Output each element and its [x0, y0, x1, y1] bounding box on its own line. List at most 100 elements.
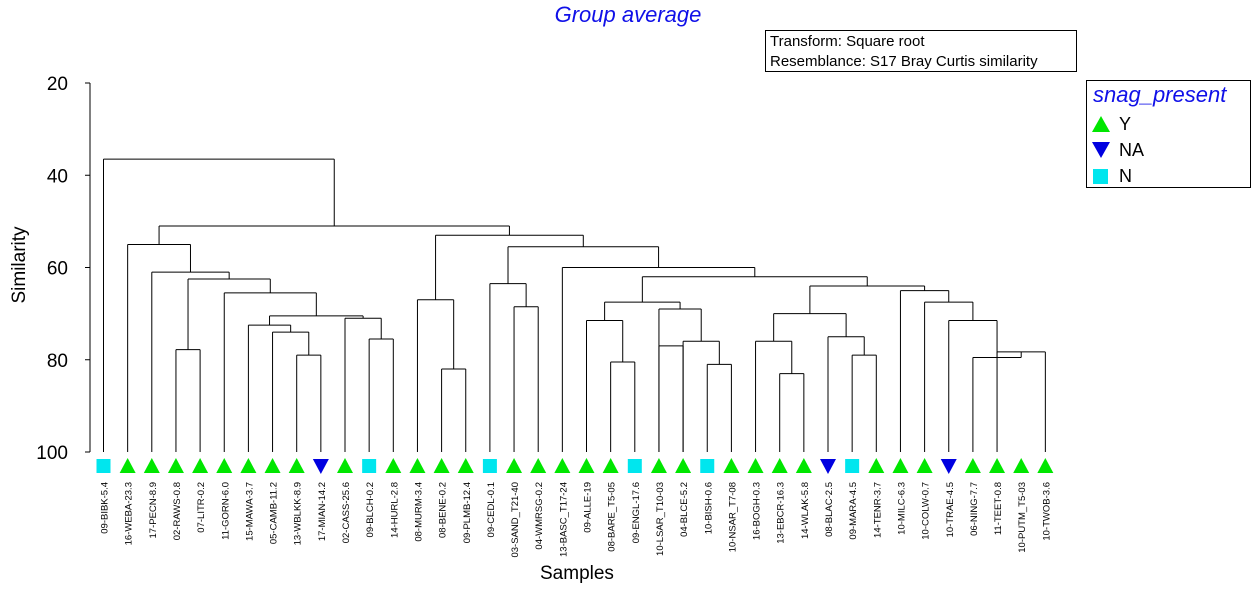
marker-triangle-up-icon — [240, 458, 257, 473]
sample-label: 15-MAWA-3.7 — [244, 482, 255, 541]
sample-label: 10-TRAE-4.5 — [945, 482, 956, 537]
y-axis: 20 40 60 80 100 — [36, 74, 91, 464]
marker-triangle-up-icon — [1013, 458, 1030, 473]
sample-label: 10-NSAR_T7-08 — [727, 482, 738, 552]
y-tick-label: 100 — [36, 443, 68, 464]
marker-triangle-up-icon — [964, 458, 981, 473]
marker-square-icon — [362, 459, 377, 473]
sample-label: 14-WLAK-5.8 — [800, 482, 811, 539]
sample-label: 08-BARE_T5-05 — [607, 482, 618, 552]
sample-labels: 09-BIBK-5.4 16-WEBA-23.3 17-PECN-8.9 02-RAW… — [100, 482, 1053, 558]
info-box: Transform: Square root Resemblance: S17 … — [765, 30, 1077, 72]
sample-label: 13-BASC_T17-24 — [558, 482, 569, 557]
sample-label: 08-BLAC-2.5 — [824, 482, 835, 537]
marker-square-icon — [482, 459, 497, 473]
marker-triangle-up-icon — [119, 458, 136, 473]
legend-item-na: NA — [1091, 139, 1241, 163]
marker-triangle-up-icon — [192, 458, 209, 473]
marker-triangle-up-icon — [216, 458, 233, 473]
sample-label: 17-MIAN-14.2 — [317, 482, 328, 541]
sample-label: 09-ALLE-19 — [583, 482, 594, 533]
marker-triangle-up-icon — [264, 458, 281, 473]
sample-label: 10-PUTM_T5-03 — [1017, 482, 1028, 553]
sample-label: 05-CAMB-11.2 — [269, 482, 280, 544]
marker-triangle-up-icon — [989, 458, 1006, 473]
marker-square-icon — [627, 459, 642, 473]
marker-triangle-up-icon — [554, 458, 571, 473]
sample-label: 09-BIBK-5.4 — [100, 482, 111, 534]
sample-label: 09-PLMB-12.4 — [462, 482, 473, 543]
marker-triangle-up-icon — [506, 458, 523, 473]
marker-square-icon — [700, 459, 715, 473]
legend-label-y: Y — [1119, 114, 1132, 134]
sample-label: 14-TENR-3.7 — [872, 482, 883, 538]
sample-label: 04-BLCE-5.2 — [679, 482, 690, 537]
triangle-down-icon — [1092, 142, 1110, 158]
sample-label: 16-BOGH-0.3 — [752, 482, 763, 540]
marker-triangle-up-icon — [578, 458, 595, 473]
sample-label: 04-WMRSG-0.2 — [534, 482, 545, 550]
legend-title: snag_present — [1093, 82, 1227, 107]
marker-triangle-up-icon — [167, 458, 184, 473]
marker-square-icon — [845, 459, 860, 473]
marker-triangle-up-icon — [723, 458, 740, 473]
sample-label: 08-BENE-0.2 — [438, 482, 449, 538]
marker-triangle-up-icon — [795, 458, 812, 473]
sample-label: 06-NING-7.7 — [969, 482, 980, 536]
sample-label: 11-GORN-6.0 — [220, 482, 231, 540]
marker-triangle-up-icon — [771, 458, 788, 473]
marker-triangle-down-icon — [312, 459, 329, 474]
marker-triangle-up-icon — [675, 458, 692, 473]
sample-label: 02-RAWS-0.8 — [172, 482, 183, 540]
y-axis-label-text: Similarity — [9, 226, 30, 304]
y-tick-label: 80 — [47, 351, 68, 372]
sample-markers — [96, 458, 1054, 474]
dendrogram-tree — [103, 158, 1046, 452]
chart-title: Group average — [554, 2, 702, 27]
triangle-up-icon — [1092, 116, 1110, 132]
legend: snag_present Y NA N — [1086, 80, 1251, 188]
legend-label-na: NA — [1119, 140, 1145, 160]
y-tick-label: 60 — [47, 259, 68, 280]
marker-triangle-up-icon — [916, 458, 933, 473]
sample-label: 10-LSAR_T10-03 — [655, 482, 666, 556]
marker-triangle-up-icon — [650, 458, 667, 473]
marker-triangle-up-icon — [892, 458, 909, 473]
resemblance-text: Resemblance: S17 Bray Curtis similarity — [770, 53, 1038, 70]
marker-triangle-up-icon — [433, 458, 450, 473]
marker-triangle-up-icon — [1037, 458, 1054, 473]
y-tick-label: 20 — [47, 74, 68, 95]
sample-label: 09-ENGL-17.6 — [631, 482, 642, 543]
sample-label: 10-COLW-0.7 — [921, 482, 932, 540]
sample-label: 02-CASS-25.6 — [341, 482, 352, 543]
sample-label: 03-SAND_T21-40 — [510, 482, 521, 558]
sample-label: 10-MILC-6.3 — [896, 482, 907, 535]
y-axis-label: Similarity — [0, 220, 40, 310]
sample-label: 07-LITR-0.2 — [196, 482, 207, 533]
sample-label: 09-BLCH-0.2 — [365, 482, 376, 537]
legend-item-y: Y — [1091, 113, 1241, 137]
x-axis-label: Samples — [540, 563, 614, 584]
marker-triangle-up-icon — [288, 458, 305, 473]
marker-triangle-down-icon — [820, 459, 836, 474]
sample-label: 09-CEDL-0.1 — [486, 482, 497, 537]
marker-triangle-up-icon — [457, 458, 474, 473]
marker-triangle-up-icon — [868, 458, 885, 473]
square-icon — [1093, 169, 1108, 184]
sample-label: 09-MARA-4.5 — [848, 482, 859, 540]
sample-label: 11-TEET-0.8 — [993, 482, 1004, 535]
sample-label: 13-WBLKK-8.9 — [293, 482, 304, 545]
sample-label: 08-MURM-3.4 — [413, 482, 424, 542]
marker-triangle-up-icon — [747, 458, 764, 473]
marker-triangle-up-icon — [385, 458, 402, 473]
marker-triangle-up-icon — [530, 458, 547, 473]
legend-item-n: N — [1091, 165, 1241, 189]
sample-label: 14-HURL-2.8 — [389, 482, 400, 538]
marker-triangle-up-icon — [143, 458, 160, 473]
sample-label: 17-PECN-8.9 — [148, 482, 159, 539]
sample-label: 16-WEBA-23.3 — [124, 482, 135, 545]
marker-triangle-up-icon — [602, 458, 619, 473]
marker-square-icon — [96, 459, 111, 473]
sample-label: 10-BISH-0.6 — [703, 482, 714, 534]
